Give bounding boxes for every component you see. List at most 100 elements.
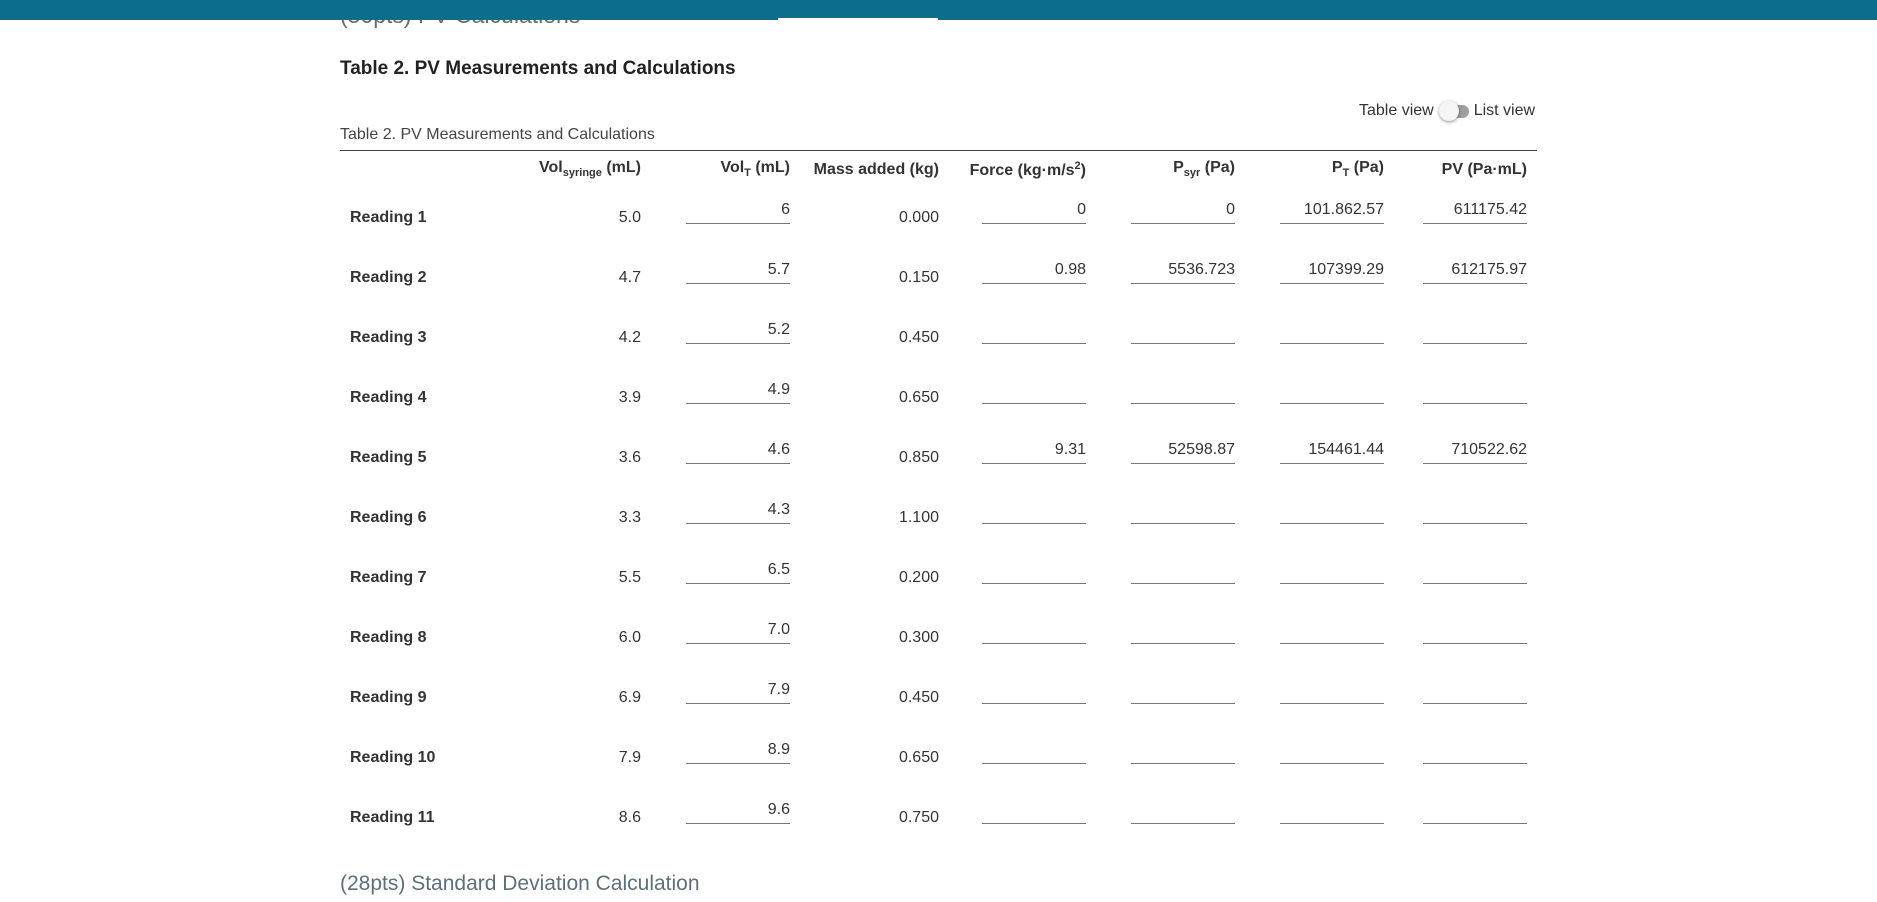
vol-t-input[interactable]: 7.9: [686, 680, 790, 704]
p-t-input[interactable]: 154461.44: [1280, 440, 1384, 464]
p-syr-input[interactable]: [1131, 680, 1235, 704]
row-label: Reading 8: [350, 629, 427, 646]
vol-t-input[interactable]: 7.0: [686, 620, 790, 644]
p-syr-cell: [1096, 788, 1245, 848]
pv-cell: [1394, 308, 1537, 368]
vol-t-cell: 7.9: [651, 668, 800, 728]
pv-input[interactable]: 611175.42: [1423, 200, 1527, 224]
pv-input[interactable]: 612175.97: [1423, 260, 1527, 284]
mass-cell: 0.450: [898, 689, 939, 706]
force-input[interactable]: [982, 620, 1086, 644]
force-input[interactable]: [982, 800, 1086, 824]
force-input[interactable]: [982, 680, 1086, 704]
pv-input[interactable]: [1423, 560, 1527, 584]
row-label: Reading 10: [350, 749, 436, 766]
p-syr-cell: [1096, 368, 1245, 428]
vol-t-input[interactable]: 9.6: [686, 800, 790, 824]
vol-t-cell: 5.7: [651, 248, 800, 308]
vol-syringe-cell: 5.5: [618, 569, 641, 586]
p-syr-cell: [1096, 668, 1245, 728]
pv-cell: [1394, 488, 1537, 548]
p-t-input[interactable]: [1280, 620, 1384, 644]
vol-t-input[interactable]: 4.9: [686, 380, 790, 404]
table-view-label[interactable]: Table view: [1359, 102, 1434, 119]
view-toggle-switch[interactable]: [1438, 100, 1469, 122]
p-syr-input[interactable]: [1131, 560, 1235, 584]
p-syr-input[interactable]: 5536.723: [1131, 260, 1235, 284]
section-heading-standard-deviation: (28pts) Standard Deviation Calculation: [340, 872, 700, 895]
pv-cell: [1394, 668, 1537, 728]
p-t-input[interactable]: [1280, 800, 1384, 824]
p-syr-input[interactable]: [1131, 380, 1235, 404]
vol-t-cell: 5.2: [651, 308, 800, 368]
pv-input[interactable]: [1423, 800, 1527, 824]
vol-t-input[interactable]: 6.5: [686, 560, 790, 584]
row-label: Reading 4: [350, 389, 427, 406]
header-vol-syringe: Volsyringe (mL): [539, 159, 641, 180]
pv-input[interactable]: [1423, 680, 1527, 704]
vol-t-cell: 6: [651, 188, 800, 248]
p-t-cell: [1245, 488, 1394, 548]
p-t-cell: [1245, 608, 1394, 668]
p-syr-cell: 5536.723: [1096, 248, 1245, 308]
p-t-cell: [1245, 728, 1394, 788]
force-cell: [949, 368, 1096, 428]
p-t-input[interactable]: 107399.29: [1280, 260, 1384, 284]
p-t-input[interactable]: [1280, 560, 1384, 584]
vol-t-input[interactable]: 4.6: [686, 440, 790, 464]
force-cell: 0.98: [949, 248, 1096, 308]
mass-cell: 1.100: [898, 509, 939, 526]
pv-cell: [1394, 728, 1537, 788]
p-syr-cell: [1096, 728, 1245, 788]
p-t-input[interactable]: [1280, 500, 1384, 524]
vol-t-input[interactable]: 4.3: [686, 500, 790, 524]
vol-t-input[interactable]: 5.7: [686, 260, 790, 284]
force-input[interactable]: [982, 740, 1086, 764]
p-t-input[interactable]: [1280, 380, 1384, 404]
p-t-input[interactable]: [1280, 320, 1384, 344]
vol-t-input[interactable]: 5.2: [686, 320, 790, 344]
p-t-input[interactable]: 101.862.57: [1280, 200, 1384, 224]
pv-cell: 612175.97: [1394, 248, 1537, 308]
pv-input[interactable]: [1423, 320, 1527, 344]
p-syr-input[interactable]: [1131, 320, 1235, 344]
table-row: Reading 8 6.0 7.0 0.300: [340, 608, 1537, 668]
force-input[interactable]: [982, 500, 1086, 524]
force-input[interactable]: [982, 320, 1086, 344]
force-input[interactable]: 9.31: [982, 440, 1086, 464]
pv-input[interactable]: [1423, 620, 1527, 644]
pv-input[interactable]: [1423, 380, 1527, 404]
p-t-cell: [1245, 668, 1394, 728]
list-view-label[interactable]: List view: [1473, 102, 1536, 119]
p-t-cell: [1245, 548, 1394, 608]
p-syr-input[interactable]: [1131, 620, 1235, 644]
table-row: Reading 9 6.9 7.9 0.450: [340, 668, 1537, 728]
force-input[interactable]: 0: [982, 200, 1086, 224]
pv-cell: [1394, 788, 1537, 848]
p-syr-input[interactable]: [1131, 500, 1235, 524]
vol-t-cell: 4.9: [651, 368, 800, 428]
pv-input[interactable]: [1423, 740, 1527, 764]
header-mass-added: Mass added (kg): [813, 160, 939, 178]
vol-t-input[interactable]: 6: [686, 200, 790, 224]
table-caption: Table 2. PV Measurements and Calculation…: [340, 126, 655, 143]
p-syr-input[interactable]: 0: [1131, 200, 1235, 224]
p-t-input[interactable]: [1280, 680, 1384, 704]
vol-t-input[interactable]: 8.9: [686, 740, 790, 764]
p-syr-input[interactable]: 52598.87: [1131, 440, 1235, 464]
force-input[interactable]: [982, 380, 1086, 404]
vol-t-cell: 6.5: [651, 548, 800, 608]
row-label: Reading 2: [350, 269, 427, 286]
p-t-input[interactable]: [1280, 740, 1384, 764]
pv-input[interactable]: [1423, 500, 1527, 524]
mass-cell: 0.750: [898, 809, 939, 826]
vol-syringe-cell: 4.7: [618, 269, 641, 286]
table-row: Reading 10 7.9 8.9 0.650: [340, 728, 1537, 788]
p-syr-input[interactable]: [1131, 800, 1235, 824]
table-row: Reading 2 4.7 5.7 0.150 0.98 5536.723 107399.2…: [340, 248, 1537, 308]
force-input[interactable]: [982, 560, 1086, 584]
p-syr-input[interactable]: [1131, 740, 1235, 764]
pv-cell: [1394, 608, 1537, 668]
force-input[interactable]: 0.98: [982, 260, 1086, 284]
pv-input[interactable]: 710522.62: [1423, 440, 1527, 464]
